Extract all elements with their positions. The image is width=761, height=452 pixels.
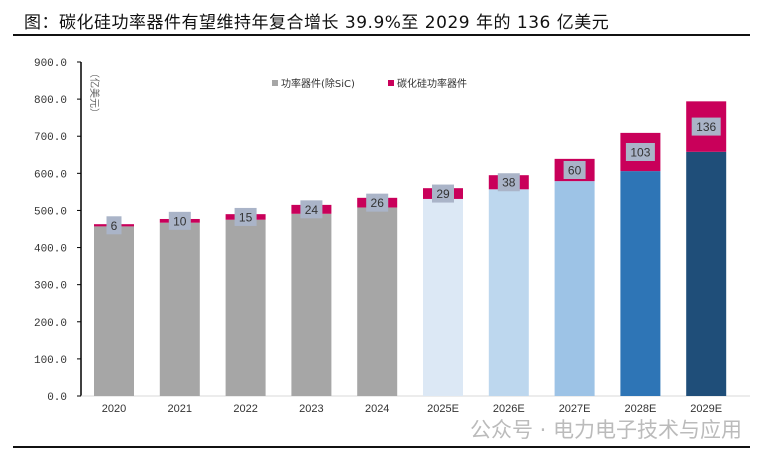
- bar-base-2026E: [488, 189, 529, 396]
- bar-base-2023: [291, 213, 332, 396]
- data-label-box: [234, 207, 257, 226]
- x-tick-label: 2026E: [493, 403, 525, 415]
- y-axis-unit: （亿美元）: [88, 68, 101, 118]
- y-tick-label: 800.0: [34, 95, 67, 107]
- data-label-box: [691, 117, 721, 136]
- y-tick-label: 100.0: [34, 355, 67, 367]
- legend-swatch-base: [272, 80, 278, 86]
- x-tick-label: 2020: [102, 403, 126, 415]
- bottom-rule: [13, 446, 750, 448]
- y-tick-label: 700.0: [34, 132, 67, 144]
- y-tick-label: 400.0: [34, 244, 67, 256]
- bar-base-2028E: [620, 171, 661, 396]
- bar-base-2022: [225, 219, 266, 396]
- y-tick-label: 200.0: [34, 318, 67, 330]
- y-tick-label: 0.0: [47, 392, 67, 404]
- bar-base-2021: [159, 222, 200, 396]
- title-rule: [13, 34, 750, 36]
- x-tick-label: 2021: [168, 403, 192, 415]
- data-label: 29: [436, 187, 450, 201]
- data-label: 15: [239, 210, 253, 224]
- bar-base-2024: [357, 207, 398, 396]
- legend-label-sic: 碳化硅功率器件: [397, 77, 467, 90]
- x-tick-label: 2023: [299, 403, 323, 415]
- bar-base-2029E: [686, 151, 727, 396]
- data-label: 60: [568, 163, 582, 177]
- y-tick-label: 900.0: [34, 58, 67, 70]
- data-label-box: [497, 173, 520, 192]
- x-axis-labels: 2020 2021 2022 2023 2024 2025E 2026E 2027E 2028E…: [102, 403, 722, 415]
- x-tick-label: 2028E: [624, 403, 656, 415]
- figure-title: 图：碳化硅功率器件有望维持年复合增长 39.9%至 2029 年的 136 亿美…: [24, 13, 610, 33]
- data-label: 103: [630, 145, 650, 159]
- data-label-box: [106, 216, 122, 235]
- y-tick-label: 600.0: [34, 169, 67, 181]
- bar-base-2025E: [423, 198, 463, 396]
- x-tick-label: 2024: [365, 403, 389, 415]
- bars: 6 10 15 24 26 29 38 60 103 136: [94, 101, 727, 396]
- x-tick-label: 2022: [233, 403, 257, 415]
- data-label: 10: [173, 214, 187, 228]
- legend-label-base: 功率器件(除SiC): [281, 77, 355, 90]
- data-label: 24: [305, 203, 319, 217]
- data-label-box: [563, 160, 586, 179]
- y-tick-label: 500.0: [34, 206, 67, 218]
- data-label: 38: [502, 176, 516, 190]
- bar-base-2020: [94, 226, 134, 396]
- bar-base-2027E: [554, 181, 595, 396]
- legend: 功率器件(除SiC) 碳化硅功率器件: [272, 77, 467, 90]
- legend-swatch-sic: [388, 80, 394, 86]
- data-label: 26: [371, 196, 385, 210]
- data-label-box: [168, 211, 191, 230]
- data-label: 136: [696, 120, 716, 134]
- watermark: 公众号 · 电力电子技术与应用: [470, 418, 743, 442]
- data-label-box: [625, 142, 655, 161]
- y-axis: 0.0 100.0 200.0 300.0 400.0 500.0 600.0 700.0 80…: [34, 58, 750, 404]
- x-tick-label: 2025E: [427, 403, 459, 415]
- data-label-box: [366, 193, 389, 212]
- data-label-box: [300, 200, 323, 219]
- x-tick-label: 2029E: [690, 403, 722, 415]
- data-label-box: [432, 184, 454, 203]
- x-tick-label: 2027E: [559, 403, 591, 415]
- data-label: 6: [111, 219, 118, 233]
- y-tick-label: 300.0: [34, 281, 67, 293]
